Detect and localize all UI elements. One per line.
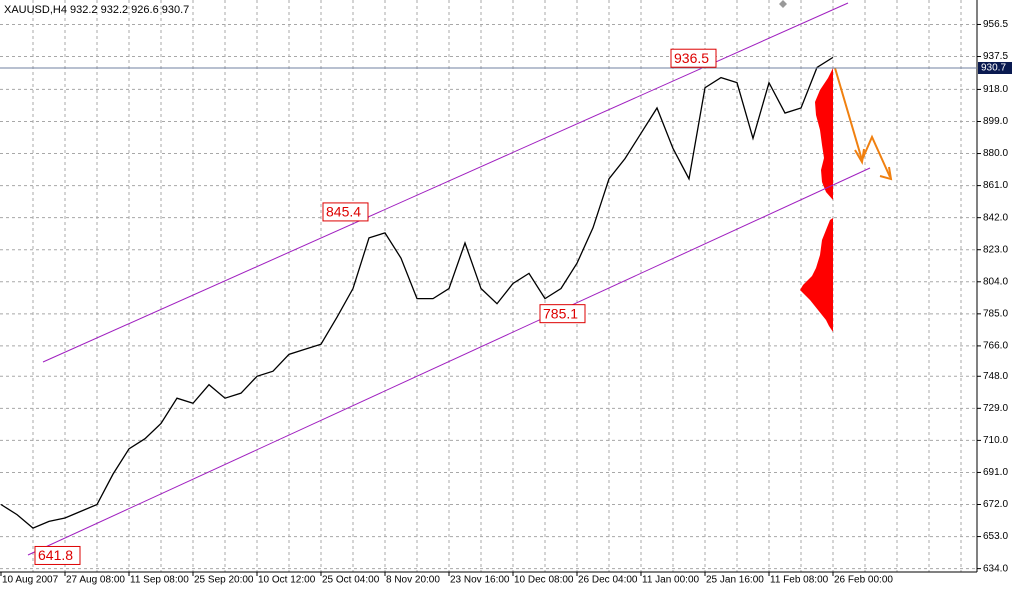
y-tick-label: 861.0 — [983, 180, 1008, 191]
x-tick-label: 11 Feb 08:00 — [770, 575, 829, 586]
x-tick-label: 25 Jan 16:00 — [706, 575, 764, 586]
annotation-box — [670, 48, 717, 68]
annotation-label: 641.8 — [38, 547, 73, 563]
x-tick-label: 10 Dec 08:00 — [514, 575, 574, 586]
y-tick-label: 937.5 — [983, 51, 1008, 62]
annotation-box — [34, 545, 81, 565]
annotation-box — [322, 202, 369, 222]
channel-line — [27, 167, 871, 556]
y-tick-label: 748.0 — [983, 371, 1008, 382]
chart-title: XAUUSD,H4 932.2 932.2 926.6 930.7 — [4, 4, 189, 16]
x-tick-label: 26 Dec 04:00 — [578, 575, 638, 586]
x-tick-label: 26 Feb 00:00 — [834, 575, 893, 586]
price-line — [0, 56, 834, 529]
x-tick-label: 25 Oct 04:00 — [322, 575, 380, 586]
x-tick-label: 11 Jan 00:00 — [642, 575, 700, 586]
y-tick-label: 672.0 — [983, 499, 1008, 510]
x-tick-label: 10 Oct 12:00 — [258, 575, 316, 586]
annotation-box — [539, 304, 586, 324]
annotation-label: 936.5 — [674, 50, 709, 66]
y-tick-label: 823.0 — [983, 244, 1008, 255]
current-price-box — [978, 61, 1012, 74]
y-tick-label: 766.0 — [983, 341, 1008, 352]
y-tick-label: 804.0 — [983, 276, 1008, 287]
arrow-head — [879, 166, 893, 181]
x-tick-label: 11 Sep 08:00 — [130, 575, 189, 586]
y-tick-label: 653.0 — [983, 531, 1008, 542]
y-tick-label: 956.5 — [983, 19, 1008, 30]
y-tick-label: 710.0 — [983, 435, 1008, 446]
scroll-marker — [779, 0, 787, 8]
x-tick-label: 23 Nov 16:00 — [450, 575, 510, 586]
current-price-label: 930.7 — [981, 63, 1006, 74]
arrow-head — [854, 148, 865, 165]
y-tick-label: 918.0 — [983, 84, 1008, 95]
y-tick-label: 880.0 — [983, 148, 1008, 159]
y-tick-label: 785.0 — [983, 308, 1008, 319]
y-tick-label: 842.0 — [983, 212, 1008, 223]
x-tick-label: 8 Nov 20:00 — [386, 575, 440, 586]
x-tick-label: 27 Aug 08:00 — [66, 575, 125, 586]
vertical-grid — [0, 0, 977, 572]
forecast-arrow — [834, 67, 891, 178]
annotation-label: 845.4 — [326, 204, 361, 220]
annotation-label: 785.1 — [543, 305, 578, 321]
volume-profile — [815, 68, 833, 200]
y-tick-label: 634.0 — [983, 563, 1008, 574]
y-tick-label: 899.0 — [983, 116, 1008, 127]
y-tick-label: 729.0 — [983, 403, 1008, 414]
x-tick-label: 25 Sep 20:00 — [194, 575, 254, 586]
volume-profile — [800, 218, 833, 332]
y-tick-label: 691.0 — [983, 467, 1008, 478]
x-tick-label: 10 Aug 2007 — [2, 575, 59, 586]
